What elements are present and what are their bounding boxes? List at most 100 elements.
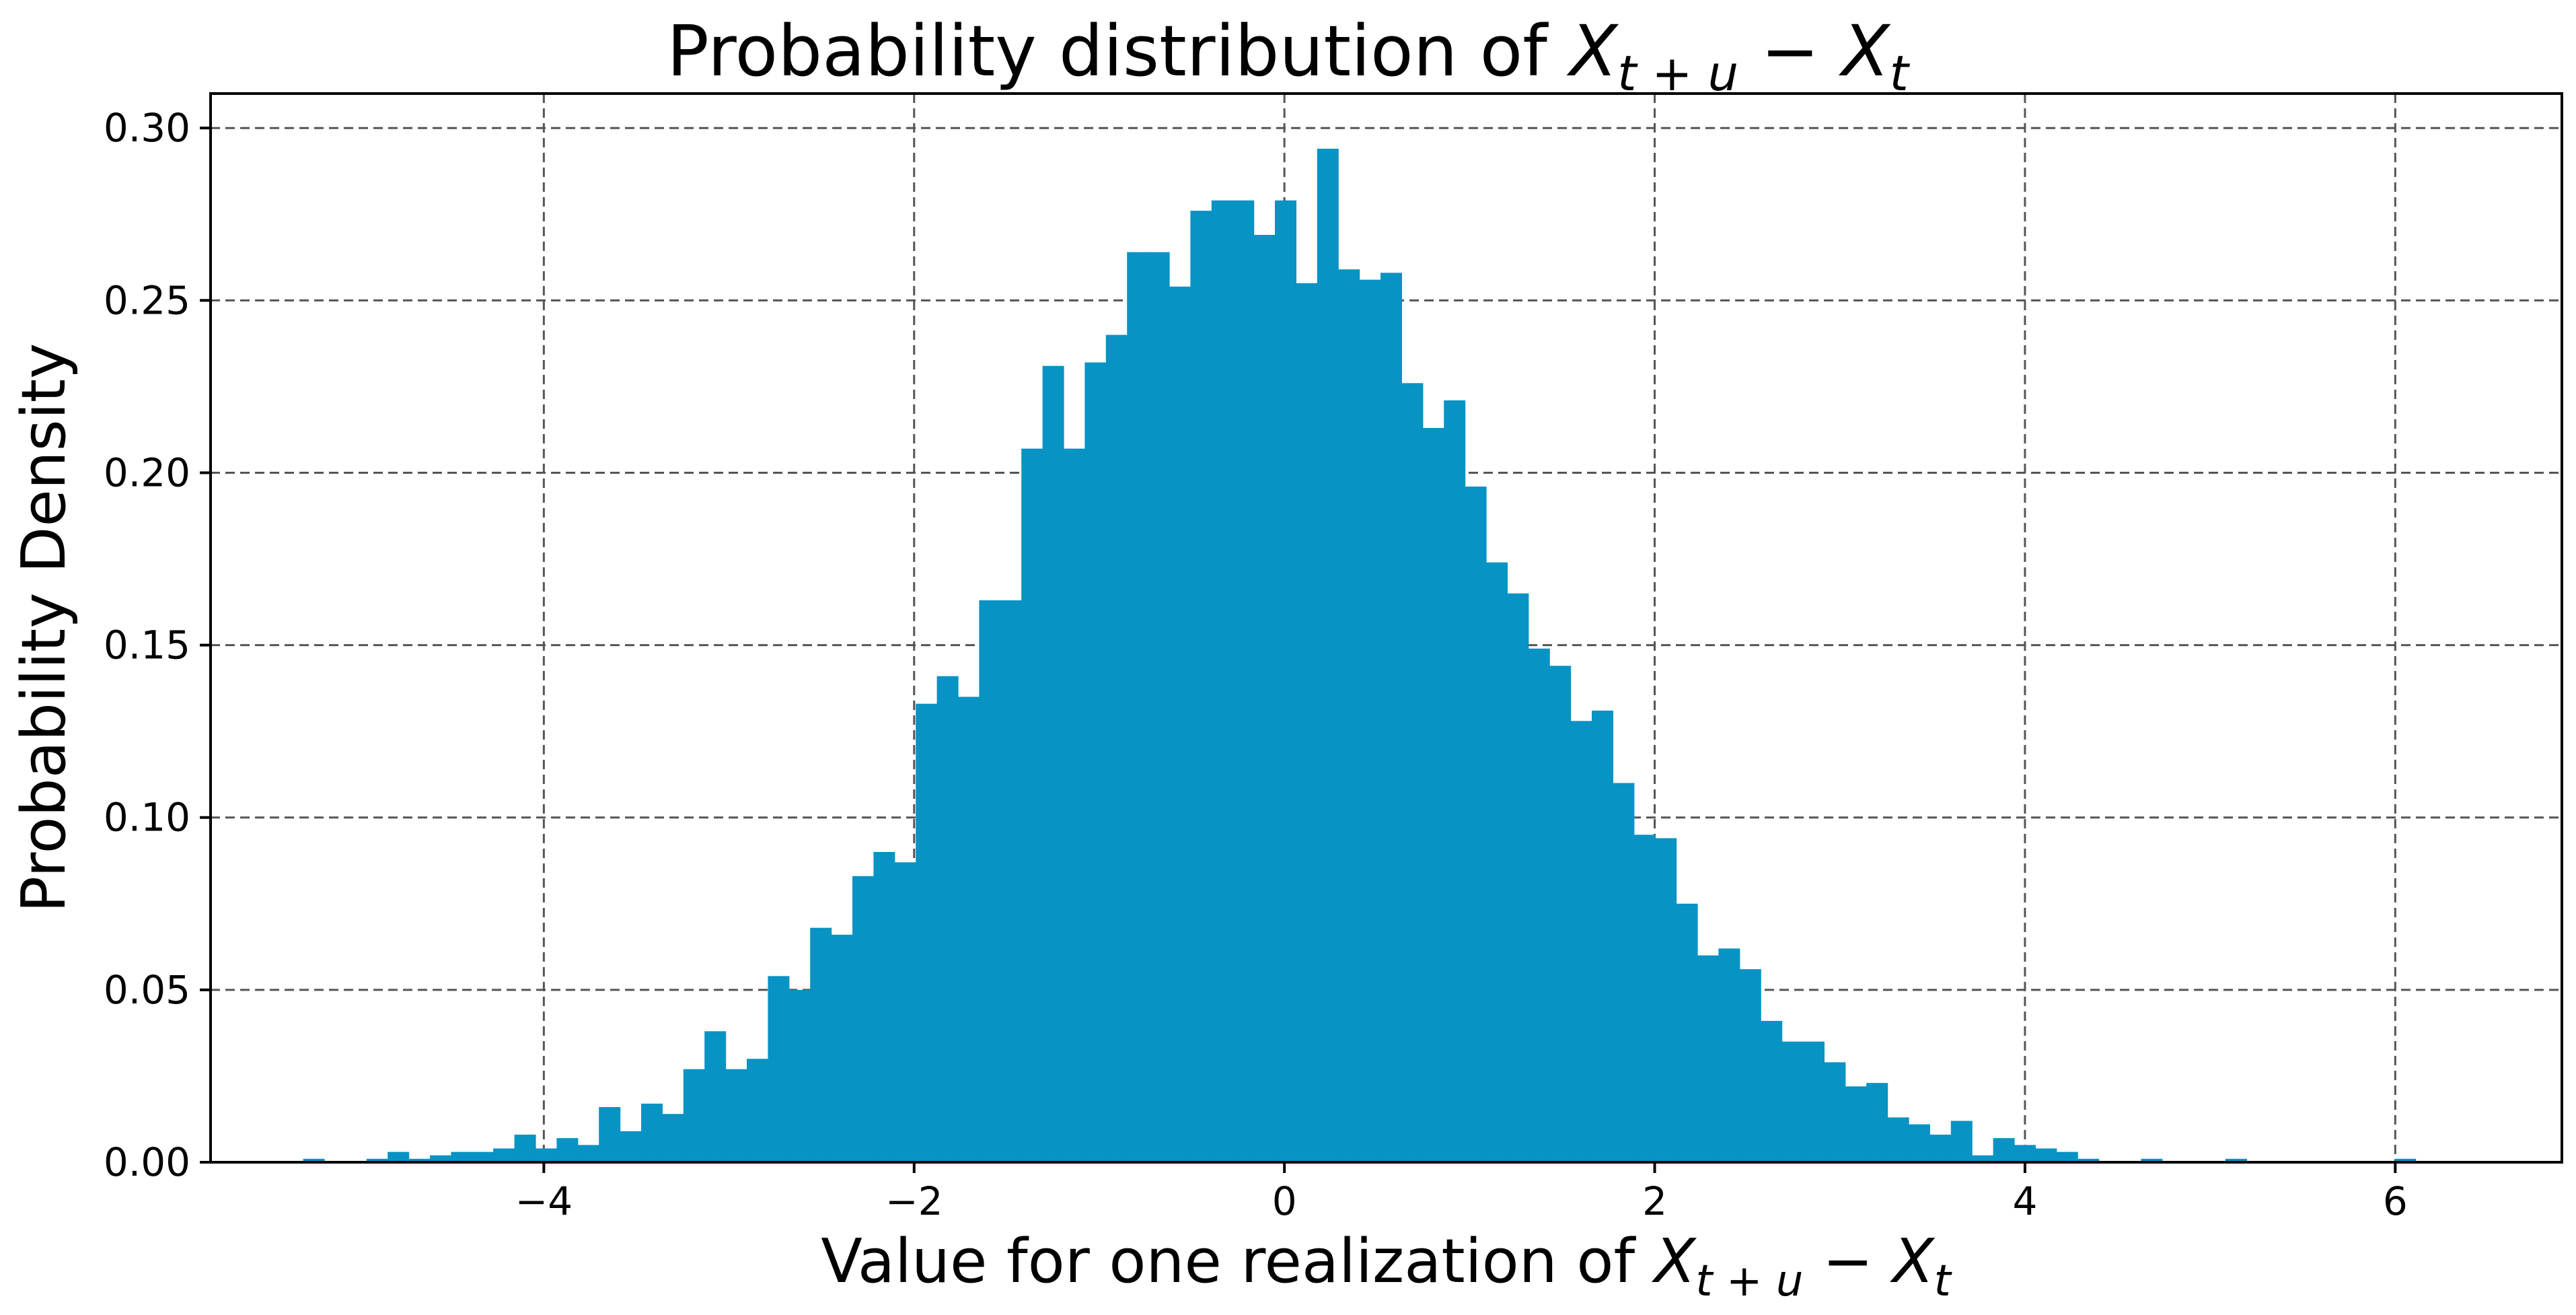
x-tick-label: −2 [885, 1178, 943, 1224]
y-tick-label: 0.00 [104, 1139, 190, 1185]
histogram-bar [640, 1103, 663, 1162]
histogram-bar [768, 976, 790, 1162]
histogram-bar [1739, 969, 1761, 1162]
histogram-bar [746, 1059, 768, 1162]
histogram-bar [2225, 1158, 2247, 1162]
histogram-bar [1063, 448, 1085, 1163]
histogram-bar [1211, 200, 1233, 1162]
histogram-bar [704, 1031, 727, 1162]
histogram-bar [894, 862, 916, 1162]
histogram-bar [577, 1145, 599, 1162]
histogram-bar [1380, 273, 1402, 1162]
histogram-bar [1972, 1155, 1994, 1162]
y-tick-label: 0.05 [104, 967, 190, 1013]
histogram-bar [1866, 1083, 1888, 1162]
histogram-bar [1528, 648, 1550, 1162]
axis-ticks: −4 −2 0 2 4 6 0.00 0.05 0.10 0.15 0.20 0.25 0.30 [104, 105, 2408, 1224]
y-tick-label: 0.10 [104, 795, 190, 841]
histogram-bar [1148, 252, 1170, 1163]
histogram-bar [1950, 1121, 1973, 1162]
histogram-bar [388, 1151, 410, 1162]
histogram-bar [873, 851, 895, 1162]
x-tick-label: 6 [2383, 1178, 2408, 1224]
histogram-bar [1718, 948, 1740, 1162]
histogram-bar [2056, 1151, 2078, 1162]
histogram-bar [599, 1107, 621, 1162]
histogram-bar [1359, 279, 1381, 1162]
histogram-bar [303, 1158, 325, 1162]
histogram-bar [852, 876, 874, 1162]
histogram-bar [1824, 1062, 1846, 1162]
histogram-bar [1781, 1041, 1804, 1162]
histogram-bar [788, 989, 811, 1162]
histogram-bar [1613, 783, 1635, 1162]
x-axis-label: Value for one realization of Xt + u − Xt [821, 1226, 1952, 1306]
histogram-bar [493, 1148, 515, 1162]
histogram-bar [2141, 1158, 2163, 1162]
histogram-bar [936, 676, 959, 1162]
histogram-bar [2394, 1158, 2417, 1162]
histogram-bar [1338, 269, 1360, 1163]
y-tick-label: 0.20 [104, 450, 190, 495]
histogram-bar [1127, 252, 1149, 1163]
histogram-bar [620, 1131, 642, 1162]
y-axis-label: Probability Density [9, 343, 79, 913]
y-tick-label: 0.15 [104, 623, 190, 668]
histogram-bar [1676, 903, 1698, 1162]
histogram-bar [1422, 427, 1444, 1162]
histogram-bar [2077, 1158, 2100, 1162]
histogram-bar [979, 600, 1001, 1162]
chart-title: Probability distribution of Xt + u − Xt [667, 10, 1911, 102]
histogram-bar [1169, 286, 1191, 1162]
histogram-bar [1274, 200, 1296, 1162]
histogram-bar [1465, 486, 1487, 1162]
x-tick-label: 0 [1272, 1178, 1297, 1224]
histogram-bar [1993, 1138, 2015, 1162]
histogram-bar [831, 934, 853, 1162]
histogram-bar [1802, 1041, 1825, 1162]
histogram-bar [514, 1135, 536, 1162]
histogram-bar [1697, 955, 1719, 1162]
histogram-bar [1633, 834, 1656, 1162]
histogram-bar [1887, 1117, 1909, 1162]
histogram-bar [1655, 838, 1677, 1162]
histogram-bar [1021, 448, 1043, 1163]
histogram-bar [408, 1158, 431, 1162]
histogram-bar [1845, 1086, 1867, 1162]
histogram-bar [1253, 235, 1276, 1162]
histogram-bar [916, 703, 938, 1162]
histogram-bar [1591, 710, 1613, 1162]
histogram-bar [1549, 666, 1572, 1162]
histogram-bar [1761, 1020, 1783, 1162]
y-tick-label: 0.30 [104, 105, 190, 151]
histogram-bar [1000, 600, 1022, 1162]
histogram-bar [1570, 721, 1592, 1162]
histogram-bar [1084, 362, 1107, 1162]
histogram-bar [1507, 593, 1529, 1162]
histogram-bar [1444, 400, 1466, 1162]
histogram-bar [1232, 200, 1255, 1162]
histogram-bar [366, 1158, 388, 1162]
histogram-bar [2014, 1145, 2036, 1162]
histogram-bar [683, 1069, 705, 1162]
histogram-bar [1929, 1135, 1952, 1162]
histogram-bar [1190, 211, 1212, 1163]
histogram-bar [451, 1151, 473, 1162]
histogram-bar [1401, 383, 1424, 1162]
histogram-bar [472, 1151, 494, 1162]
x-tick-label: −4 [515, 1178, 573, 1224]
histogram-bar [556, 1138, 579, 1162]
x-tick-label: 2 [1642, 1178, 1667, 1224]
histogram-bars [303, 148, 2417, 1163]
histogram-bar [2035, 1148, 2057, 1162]
histogram-bar [429, 1155, 451, 1162]
histogram-bar [725, 1069, 747, 1162]
x-tick-label: 4 [2012, 1178, 2037, 1224]
histogram-bar [535, 1148, 557, 1162]
histogram-bar [1908, 1124, 1930, 1162]
histogram-bar [957, 697, 980, 1162]
histogram-bar [810, 927, 832, 1162]
histogram-bar [1105, 334, 1128, 1162]
histogram-bar [1042, 365, 1064, 1163]
